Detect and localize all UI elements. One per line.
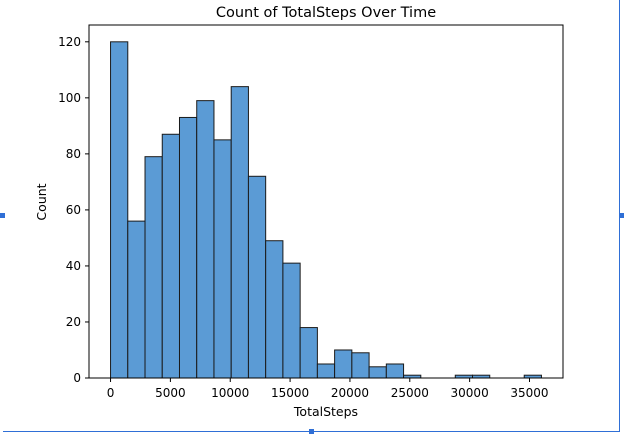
y-axis-label: Count: [34, 183, 49, 220]
histogram-bar: [213, 139, 232, 379]
histogram-bar: [247, 175, 267, 379]
y-tick-label: 0: [73, 371, 81, 385]
x-tick-label: 35000: [510, 386, 548, 400]
x-tick-label: 0: [107, 386, 115, 400]
histogram-bar: [144, 156, 163, 379]
y-axis: 0 20 40 60 80 100 120: [58, 35, 89, 385]
histogram-bar: [110, 41, 129, 379]
plot-frame: [88, 24, 564, 379]
y-tick-label: 80: [66, 147, 81, 161]
x-tick-label: 20000: [331, 386, 369, 400]
histogram-bar: [334, 349, 353, 379]
y-tick-label: 120: [58, 35, 81, 49]
x-tick-label: 10000: [211, 386, 249, 400]
histogram-bar: [282, 262, 301, 379]
y-tick-label: 60: [66, 203, 81, 217]
selection-handle-left[interactable]: [0, 213, 5, 218]
selection-handle-bottom[interactable]: [309, 429, 314, 434]
histogram-bar: [230, 86, 249, 379]
histogram-bar: [368, 366, 387, 379]
histogram-bar: [265, 240, 284, 379]
histogram-bar: [127, 220, 146, 379]
x-tick-label: 15000: [271, 386, 309, 400]
selection-handle-right[interactable]: [619, 213, 624, 218]
y-tick-label: 20: [66, 315, 81, 329]
bars-group: [110, 41, 542, 379]
x-tick-label: 5000: [155, 386, 186, 400]
chart-title: Count of TotalSteps Over Time: [216, 5, 436, 21]
histogram-bar: [299, 327, 318, 379]
histogram-bar: [161, 133, 180, 379]
histogram-bar: [351, 352, 370, 379]
y-tick-label: 100: [58, 91, 81, 105]
x-tick-label: 30000: [451, 386, 489, 400]
x-tick-label: 25000: [391, 386, 429, 400]
histogram-bar: [178, 116, 198, 379]
histogram-bar: [196, 100, 215, 379]
histogram-bar: [316, 363, 336, 379]
histogram-bar: [385, 363, 405, 379]
x-axis-label: TotalSteps: [293, 404, 358, 419]
y-tick-label: 40: [66, 259, 81, 273]
x-axis: 0 5000 10000 15000 20000 25000 30000 35000: [107, 378, 549, 400]
